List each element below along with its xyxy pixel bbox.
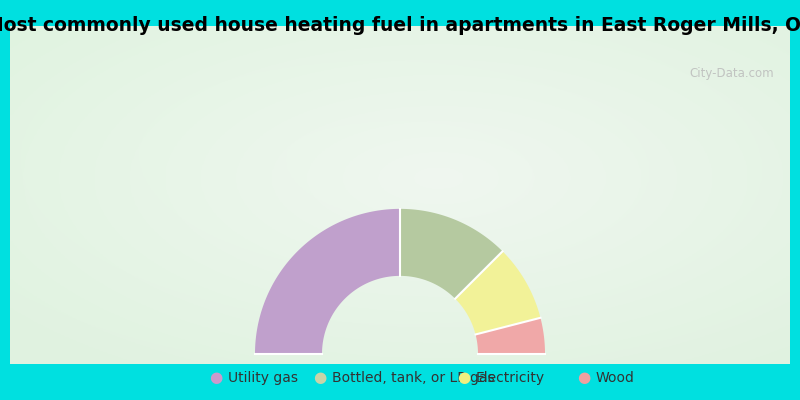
Polygon shape bbox=[400, 209, 502, 299]
Text: ●: ● bbox=[210, 370, 222, 386]
Polygon shape bbox=[255, 209, 400, 354]
Text: City-Data.com: City-Data.com bbox=[690, 66, 774, 80]
Polygon shape bbox=[475, 318, 545, 354]
Text: ●: ● bbox=[314, 370, 326, 386]
Text: Utility gas: Utility gas bbox=[228, 371, 298, 385]
Polygon shape bbox=[455, 251, 541, 334]
Text: Bottled, tank, or LP gas: Bottled, tank, or LP gas bbox=[332, 371, 494, 385]
Text: Electricity: Electricity bbox=[476, 371, 545, 385]
Text: Most commonly used house heating fuel in apartments in East Roger Mills, OK: Most commonly used house heating fuel in… bbox=[0, 16, 800, 35]
Text: ●: ● bbox=[458, 370, 470, 386]
Text: Wood: Wood bbox=[596, 371, 635, 385]
Text: ●: ● bbox=[578, 370, 590, 386]
